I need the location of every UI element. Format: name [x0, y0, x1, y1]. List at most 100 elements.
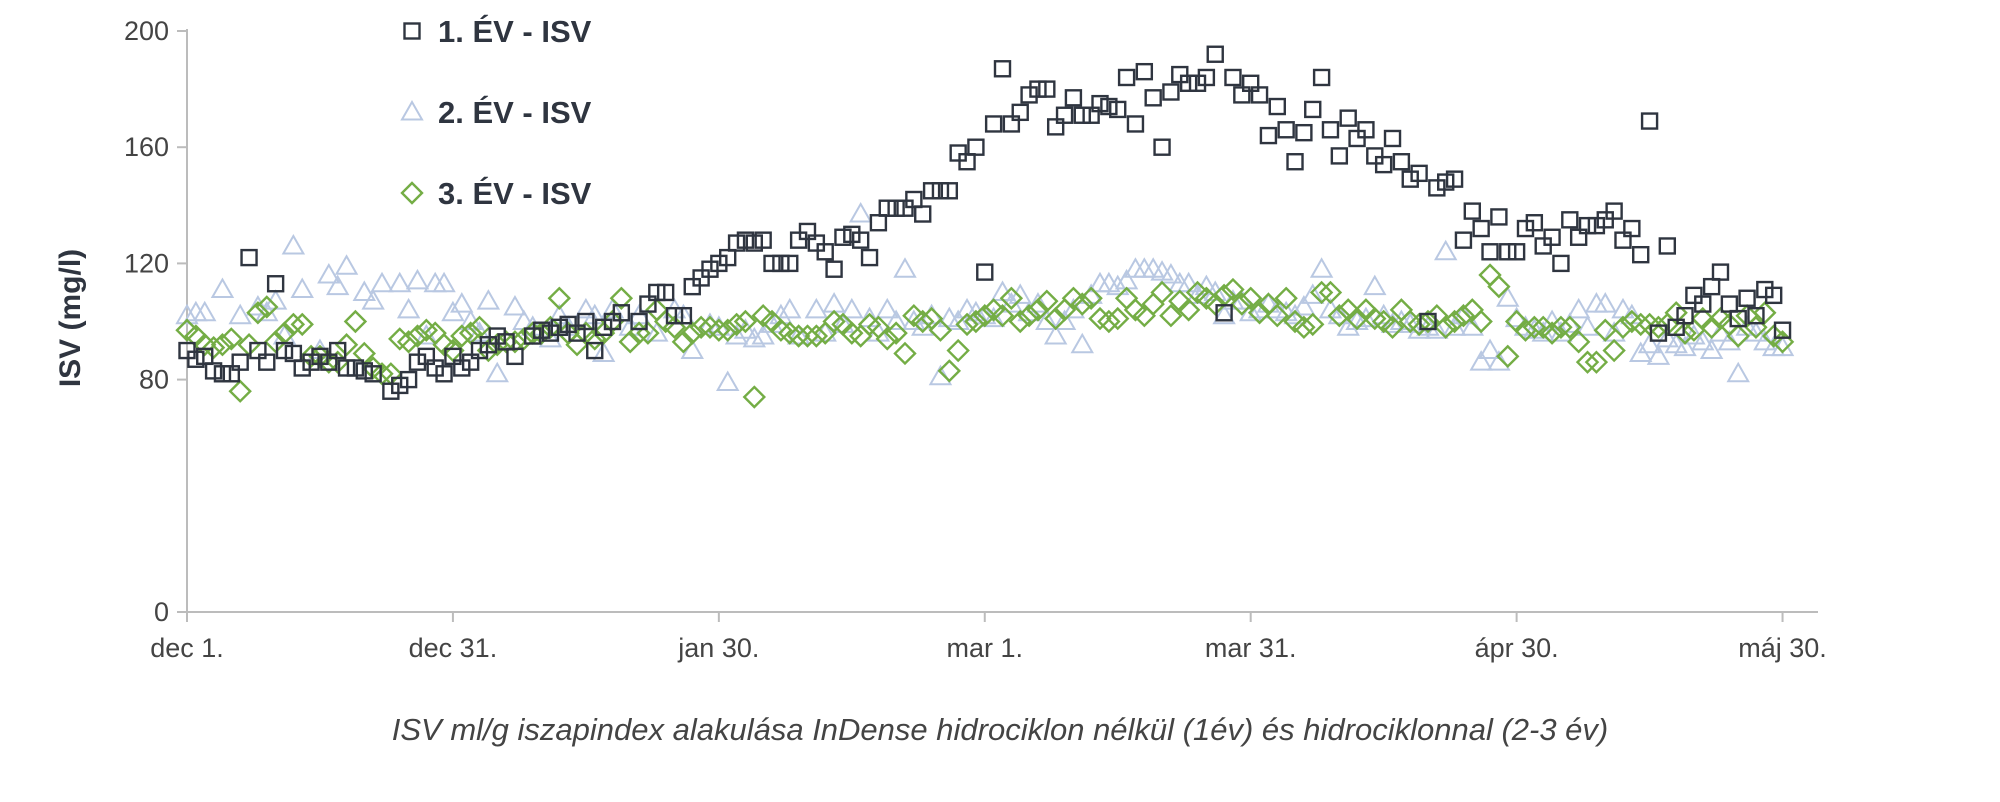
- data-point: [1392, 153, 1411, 171]
- data-point: [1179, 74, 1198, 92]
- legend-marker-3: [400, 181, 424, 205]
- data-point: [591, 341, 616, 362]
- data-point: [742, 326, 767, 348]
- data-point: [733, 309, 758, 334]
- data-point: [716, 318, 740, 342]
- data-point: [955, 312, 979, 337]
- data-point: [848, 324, 873, 348]
- data-point: [1126, 115, 1145, 133]
- data-point: [290, 277, 314, 299]
- data-point: [1026, 298, 1050, 322]
- data-point: [896, 199, 914, 217]
- x-tick-label: dec 1.: [150, 633, 224, 663]
- data-point: [1159, 303, 1183, 328]
- data-point: [1233, 86, 1251, 104]
- data-point: [547, 303, 572, 325]
- data-point: [1729, 309, 1747, 328]
- data-point: [843, 225, 861, 244]
- data-point: [1247, 301, 1272, 325]
- data-point: [1035, 309, 1059, 330]
- data-point: [281, 233, 306, 255]
- series-3-points: [175, 263, 1795, 409]
- data-point: [281, 312, 306, 337]
- data-point: [193, 300, 217, 322]
- data-point: [1478, 338, 1502, 360]
- data-point: [470, 341, 489, 360]
- data-point: [1702, 277, 1721, 296]
- data-point: [364, 365, 382, 383]
- data-point: [237, 333, 261, 357]
- data-point: [246, 301, 270, 325]
- data-point: [1496, 286, 1520, 307]
- data-point: [453, 359, 471, 377]
- data-point: [648, 283, 666, 302]
- data-point: [1038, 80, 1056, 98]
- data-point: [981, 306, 1006, 328]
- data-point: [630, 312, 648, 331]
- data-point: [781, 254, 799, 273]
- data-point: [1469, 350, 1493, 371]
- data-point: [1747, 306, 1765, 325]
- data-point: [488, 327, 506, 345]
- data-point: [905, 190, 923, 209]
- data-point: [1354, 306, 1378, 328]
- data-point: [887, 199, 905, 217]
- data-point: [485, 361, 509, 383]
- data-point: [789, 231, 808, 249]
- data-point: [1330, 147, 1349, 165]
- legend-marker-2: [400, 99, 424, 121]
- data-point: [479, 336, 498, 354]
- data-point: [1188, 74, 1207, 92]
- data-point: [1309, 280, 1334, 305]
- data-point: [1552, 254, 1570, 273]
- data-point: [1268, 97, 1286, 116]
- data-point: [1292, 315, 1316, 340]
- data-point: [1711, 263, 1730, 281]
- data-point: [1295, 123, 1313, 142]
- data-point: [993, 60, 1012, 78]
- data-point: [1371, 303, 1396, 325]
- data-point: [1534, 237, 1552, 255]
- data-point: [1079, 286, 1103, 310]
- data-point: [884, 309, 908, 330]
- data-point: [1321, 121, 1340, 139]
- data-point: [973, 303, 997, 328]
- data-point: [816, 243, 834, 261]
- y-axis-title: ISV (mg/l): [54, 249, 87, 387]
- data-point: [1221, 277, 1245, 302]
- data-point: [1363, 274, 1387, 296]
- data-point: [1629, 312, 1653, 337]
- data-point: [1472, 219, 1490, 238]
- data-point: [1345, 306, 1369, 331]
- data-point: [683, 277, 701, 296]
- data-point: [724, 312, 749, 337]
- data-point: [1171, 65, 1189, 84]
- data-point: [772, 254, 790, 273]
- data-point: [1002, 115, 1021, 133]
- data-point: [1434, 315, 1458, 340]
- data-point: [645, 321, 669, 342]
- data-point: [834, 228, 852, 246]
- data-point: [547, 286, 571, 310]
- data-point: [1357, 121, 1375, 139]
- series-1-points: [178, 45, 1792, 400]
- data-point: [1135, 62, 1154, 81]
- data-point: [1250, 86, 1269, 104]
- data-point: [1753, 301, 1777, 325]
- data-point: [715, 370, 740, 392]
- data-point: [444, 347, 462, 366]
- data-point: [603, 312, 622, 331]
- data-point: [848, 201, 873, 223]
- data-point: [1117, 68, 1136, 87]
- data-point: [1292, 294, 1316, 316]
- data-point: [1602, 338, 1626, 363]
- data-point: [1082, 106, 1100, 124]
- data-point: [1685, 286, 1703, 305]
- data-point: [665, 306, 684, 325]
- data-point: [568, 324, 586, 342]
- data-point: [503, 330, 527, 354]
- data-point: [928, 318, 953, 342]
- data-point: [1673, 321, 1697, 345]
- data-point: [884, 321, 908, 345]
